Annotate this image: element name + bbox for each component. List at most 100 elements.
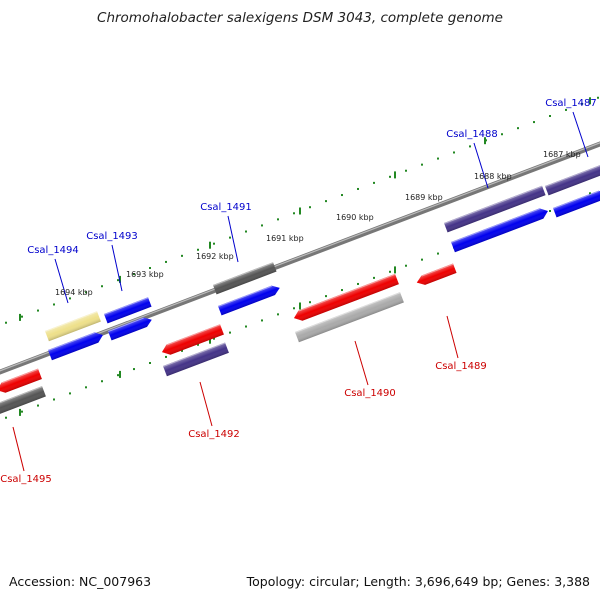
forward-ruler-dot [549,115,551,117]
kbp-label: 1693 kbp [126,270,164,279]
reverse-ruler-dot [389,270,391,273]
reverse-ruler-dot [373,276,375,279]
forward-ruler-dot [21,315,23,318]
reverse-ruler-dot [5,416,7,419]
cds-csal-1490 [293,273,399,321]
reverse-ruler [5,191,599,419]
gene-csal-1487 [545,163,600,196]
forward-ruler-dot [133,273,135,276]
forward-ruler-dot [165,260,167,263]
forward-ruler-dot [69,297,71,300]
reverse-ruler-dot [293,307,295,310]
cds-csal-1487 [553,190,600,218]
reverse-ruler-dot [37,404,39,407]
label-leader-line [473,142,489,189]
gene-csal-1494 [45,311,101,342]
forward-ruler-dot [533,121,535,124]
cds-csal-1492 [161,324,224,355]
reverse-ruler-dot [197,343,199,346]
label-leader-line [227,215,239,263]
forward-ruler-dot [389,175,391,178]
forward-ruler-dot [261,224,263,227]
map-title: Chromohalobacter salexigens DSM 3043, co… [97,10,503,26]
kbp-label: 1688 kbp [474,172,512,181]
gene-csal-1490 [295,292,404,343]
label-leader-line [12,426,25,472]
forward-ruler-dot [581,102,583,105]
forward-ruler-dot [277,218,279,221]
gene-csal-1492 [163,342,229,377]
gene-csal-1491 [213,262,277,295]
reverse-ruler-dot [549,210,551,212]
reverse-ruler-dot [405,264,407,267]
gene-label: Csal_1495 [0,474,52,485]
forward-ruler-dot [37,309,39,312]
label-leader-line [446,315,459,359]
forward-ruler-dot [325,200,327,203]
label-leader-line [199,381,213,427]
cds-csal-1494 [48,332,103,361]
forward-ruler-dot [405,169,407,172]
label-leader-line [54,258,69,304]
reverse-ruler-dot [85,386,87,389]
forward-ruler-dot [117,279,119,282]
kbp-label: 1692 kbp [196,252,234,261]
label-leader-line [111,244,123,292]
reverse-ruler-dot [101,380,103,383]
label-layer: 1687 kbp 1688 kbp 1689 kbp 1690 kbp 1691 kbp… [0,98,597,485]
forward-ruler-dot [501,133,503,136]
gene-label: Csal_1488 [446,129,498,140]
gene-label: Csal_1490 [344,388,396,399]
cds-csal-1495 [0,368,42,393]
reverse-ruler-dot [165,355,167,358]
reverse-ruler-dot [117,374,119,377]
reverse-ruler-dot [245,325,247,328]
gene-label: Csal_1493 [86,231,138,242]
reverse-ruler-dot [277,313,279,316]
reverse-ruler-dot [133,368,135,371]
reverse-ruler-dot [21,410,23,413]
reverse-ruler-dot [309,301,311,304]
gene-label: Csal_1491 [200,202,252,213]
reverse-ruler-dot [213,337,215,340]
reverse-ruler-dot [53,398,55,401]
forward-ruler-dot [565,108,567,111]
gene-csal-1495 [0,386,46,415]
cds-csal-1491 [218,285,280,316]
genome-summary-text: Topology: circular; Length: 3,696,649 bp… [246,574,590,589]
forward-ruler-dot [229,236,231,239]
reverse-ruler-dot [421,258,423,261]
forward-ruler-dot [85,291,87,294]
forward-ruler-dot [197,248,199,251]
label-leader-line [572,111,589,158]
cds-csal-1493 [108,317,152,341]
forward-ruler-dot [421,163,423,166]
kbp-label: 1689 kbp [405,193,443,202]
forward-ruler-dot [149,267,151,269]
forward-ruler-dot [101,285,103,288]
forward-ruler-dot [181,254,183,257]
forward-ruler-dot [453,151,455,154]
reverse-ruler-dot [69,392,71,395]
forward-ruler-dot [5,321,7,324]
gene-label: Csal_1489 [435,361,487,372]
kbp-label: 1690 kbp [336,213,374,222]
reverse-ruler-dot [181,349,183,352]
gene-label: Csal_1494 [27,245,79,256]
forward-ruler-dot [357,187,359,190]
forward-ruler-dot [341,194,343,197]
label-leader-line [354,340,369,386]
reverse-ruler-dot [229,331,231,334]
reverse-ruler-dot [341,289,343,292]
gene-csal-1488 [444,185,546,233]
reverse-ruler-dot [149,362,151,364]
reverse-ruler-dot [261,319,263,322]
label-leaders [12,111,589,472]
cds-csal-1488 [451,208,548,253]
forward-ruler-dot [373,181,375,184]
cds-csal-1489 [416,263,457,285]
reverse-ruler-dot [325,295,327,298]
kbp-label: 1691 kbp [266,234,304,243]
forward-ruler-dot [245,230,247,233]
